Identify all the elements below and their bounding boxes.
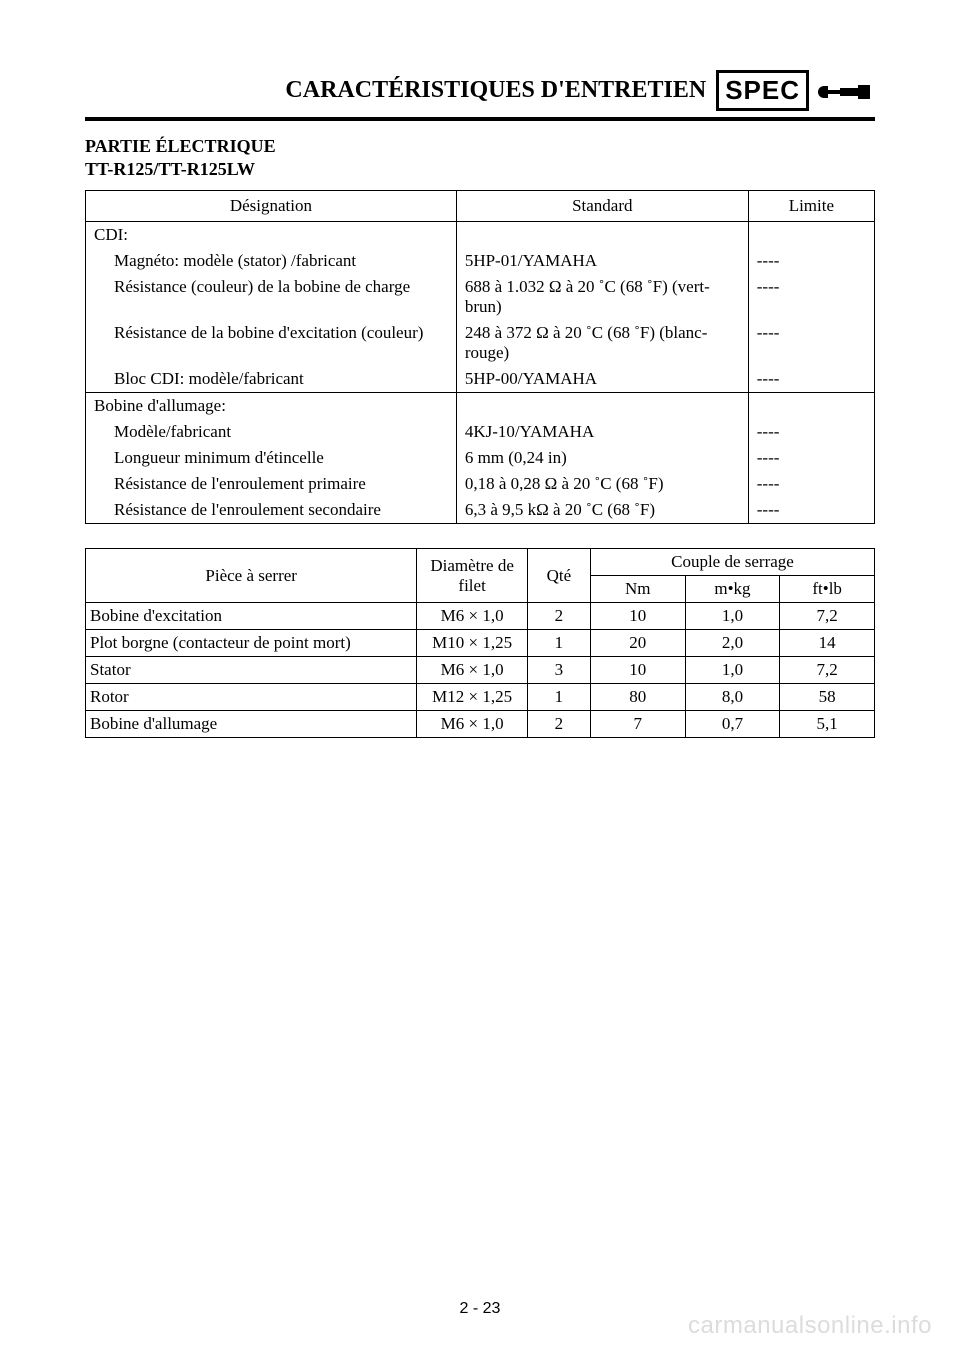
- watermark: carmanualsonline.info: [688, 1312, 932, 1340]
- cell-qte: 1: [527, 684, 590, 711]
- cell-designation: Résistance de l'enroulement primaire: [86, 471, 457, 497]
- torque-header-row-1: Pièce à serrer Diamètre de filet Qté Cou…: [86, 549, 875, 576]
- cell-qte: 1: [527, 630, 590, 657]
- cell-limite: ----: [748, 471, 874, 497]
- section-line2: TT-R125/TT-R125LW: [85, 159, 255, 179]
- cell-designation: Modèle/fabricant: [86, 419, 457, 445]
- cell-qte: 2: [527, 603, 590, 630]
- col-ftlb: ft•lb: [780, 576, 875, 603]
- table-header-row: Désignation Standard Limite: [86, 191, 875, 222]
- cell-diametre: M6 × 1,0: [417, 657, 527, 684]
- cell-limite: [748, 393, 874, 420]
- cell-designation: Résistance (couleur) de la bobine de cha…: [86, 274, 457, 320]
- cell-designation: Résistance de l'enroulement secondaire: [86, 497, 457, 524]
- table-row: Magnéto: modèle (stator) /fabricant5HP-0…: [86, 248, 875, 274]
- cell-nm: 80: [590, 684, 685, 711]
- table-row: Résistance de l'enroulement secondaire6,…: [86, 497, 875, 524]
- header-row: CARACTÉRISTIQUES D'ENTRETIEN SPEC: [85, 70, 875, 111]
- cell-standard: 248 à 372 Ω à 20 ˚C (68 ˚F) (blanc-rouge…: [456, 320, 748, 366]
- cell-diametre: M6 × 1,0: [417, 603, 527, 630]
- table-row: Plot borgne (contacteur de point mort)M1…: [86, 630, 875, 657]
- table-row: RotorM12 × 1,251808,058: [86, 684, 875, 711]
- cell-limite: ----: [748, 320, 874, 366]
- cell-diametre: M10 × 1,25: [417, 630, 527, 657]
- cell-ftlb: 7,2: [780, 657, 875, 684]
- col-standard: Standard: [456, 191, 748, 222]
- cell-standard: [456, 393, 748, 420]
- tool-icon: [815, 72, 875, 110]
- cell-ftlb: 7,2: [780, 603, 875, 630]
- cell-limite: ----: [748, 274, 874, 320]
- col-diametre: Diamètre de filet: [417, 549, 527, 603]
- col-limite: Limite: [748, 191, 874, 222]
- table-row: Bobine d'allumageM6 × 1,0270,75,1: [86, 711, 875, 738]
- cell-mkg: 0,7: [685, 711, 780, 738]
- cell-diametre: M12 × 1,25: [417, 684, 527, 711]
- cell-limite: [748, 222, 874, 249]
- cell-piece: Plot borgne (contacteur de point mort): [86, 630, 417, 657]
- cell-mkg: 8,0: [685, 684, 780, 711]
- table-row: Bobine d'allumage:: [86, 393, 875, 420]
- cell-piece: Rotor: [86, 684, 417, 711]
- cell-standard: 5HP-00/YAMAHA: [456, 366, 748, 393]
- table-row: Longueur minimum d'étincelle6 mm (0,24 i…: [86, 445, 875, 471]
- cell-standard: 688 à 1.032 Ω à 20 ˚C (68 ˚F) (vert-brun…: [456, 274, 748, 320]
- cell-diametre: M6 × 1,0: [417, 711, 527, 738]
- table-row: Bobine d'excitationM6 × 1,02101,07,2: [86, 603, 875, 630]
- cell-nm: 20: [590, 630, 685, 657]
- page: CARACTÉRISTIQUES D'ENTRETIEN SPEC PARTIE…: [0, 0, 960, 1358]
- cell-standard: 5HP-01/YAMAHA: [456, 248, 748, 274]
- header-rule: [85, 117, 875, 121]
- spec-label: SPEC: [716, 70, 809, 111]
- cell-piece: Stator: [86, 657, 417, 684]
- col-couple: Couple de serrage: [590, 549, 874, 576]
- table-row: Modèle/fabricant4KJ-10/YAMAHA----: [86, 419, 875, 445]
- cell-standard: 6 mm (0,24 in): [456, 445, 748, 471]
- cell-qte: 3: [527, 657, 590, 684]
- cell-limite: ----: [748, 445, 874, 471]
- cell-designation: Résistance de la bobine d'excitation (co…: [86, 320, 457, 366]
- cell-nm: 10: [590, 657, 685, 684]
- cell-nm: 10: [590, 603, 685, 630]
- torque-table: Pièce à serrer Diamètre de filet Qté Cou…: [85, 548, 875, 738]
- table-row: Résistance de la bobine d'excitation (co…: [86, 320, 875, 366]
- cell-ftlb: 14: [780, 630, 875, 657]
- cell-piece: Bobine d'allumage: [86, 711, 417, 738]
- cell-nm: 7: [590, 711, 685, 738]
- cell-limite: ----: [748, 366, 874, 393]
- table-row: CDI:: [86, 222, 875, 249]
- table-row: Résistance (couleur) de la bobine de cha…: [86, 274, 875, 320]
- table-row: Résistance de l'enroulement primaire0,18…: [86, 471, 875, 497]
- cell-qte: 2: [527, 711, 590, 738]
- col-designation: Désignation: [86, 191, 457, 222]
- cell-piece: Bobine d'excitation: [86, 603, 417, 630]
- page-title: CARACTÉRISTIQUES D'ENTRETIEN: [285, 77, 706, 104]
- table-row: Bloc CDI: modèle/fabricant5HP-00/YAMAHA-…: [86, 366, 875, 393]
- cell-designation: CDI:: [86, 222, 457, 249]
- section-line1: PARTIE ÉLECTRIQUE: [85, 136, 276, 156]
- electrical-spec-table: Désignation Standard Limite CDI:Magnéto:…: [85, 190, 875, 524]
- cell-mkg: 1,0: [685, 603, 780, 630]
- cell-ftlb: 58: [780, 684, 875, 711]
- col-piece: Pièce à serrer: [86, 549, 417, 603]
- cell-standard: 6,3 à 9,5 kΩ à 20 ˚C (68 ˚F): [456, 497, 748, 524]
- cell-designation: Longueur minimum d'étincelle: [86, 445, 457, 471]
- cell-standard: 4KJ-10/YAMAHA: [456, 419, 748, 445]
- cell-standard: 0,18 à 0,28 Ω à 20 ˚C (68 ˚F): [456, 471, 748, 497]
- cell-limite: ----: [748, 497, 874, 524]
- col-qte: Qté: [527, 549, 590, 603]
- cell-ftlb: 5,1: [780, 711, 875, 738]
- section-heading: PARTIE ÉLECTRIQUE TT-R125/TT-R125LW: [85, 135, 875, 180]
- cell-mkg: 1,0: [685, 657, 780, 684]
- cell-mkg: 2,0: [685, 630, 780, 657]
- cell-limite: ----: [748, 248, 874, 274]
- table-row: StatorM6 × 1,03101,07,2: [86, 657, 875, 684]
- cell-designation: Magnéto: modèle (stator) /fabricant: [86, 248, 457, 274]
- cell-standard: [456, 222, 748, 249]
- cell-designation: Bobine d'allumage:: [86, 393, 457, 420]
- col-nm: Nm: [590, 576, 685, 603]
- cell-limite: ----: [748, 419, 874, 445]
- cell-designation: Bloc CDI: modèle/fabricant: [86, 366, 457, 393]
- col-mkg: m•kg: [685, 576, 780, 603]
